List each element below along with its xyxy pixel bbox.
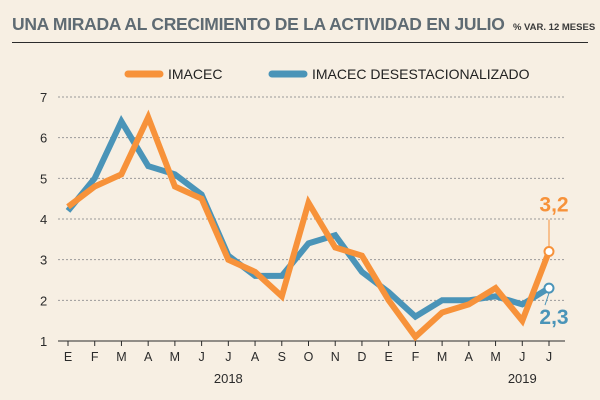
x-axis: E F M A M J J A S O N D E F M A M J J 2018 2019 bbox=[64, 341, 552, 386]
x-tick-label: M bbox=[437, 350, 447, 364]
chart-title-row: UNA MIRADA AL CRECIMIENTO DE LA ACTIVIDA… bbox=[12, 14, 596, 35]
callout-leader bbox=[544, 292, 550, 306]
gridlines bbox=[58, 96, 565, 342]
legend: IMACEC IMACEC DESESTACIONALIZADO bbox=[124, 66, 530, 82]
end-point-marker bbox=[543, 246, 555, 258]
x-tick-label: F bbox=[91, 350, 99, 364]
x-tick-label: O bbox=[304, 350, 314, 364]
x-tick-label: J bbox=[546, 350, 552, 364]
x-tick-label: J bbox=[519, 350, 525, 364]
x-tick-label: J bbox=[198, 350, 204, 364]
end-value-label: 2,3 bbox=[539, 306, 568, 329]
end-value-label: 3,2 bbox=[539, 194, 568, 217]
y-tick-label: 1 bbox=[40, 334, 47, 349]
series-line bbox=[66, 109, 552, 342]
x-tick-label: M bbox=[116, 350, 126, 364]
title-divider bbox=[12, 42, 588, 43]
x-tick-label: E bbox=[384, 350, 392, 364]
y-tick-label: 3 bbox=[40, 253, 47, 268]
x-tick-label: A bbox=[144, 350, 153, 364]
y-tick-label: 5 bbox=[40, 171, 47, 186]
x-tick-label: S bbox=[278, 350, 286, 364]
year-label: 2018 bbox=[214, 371, 243, 386]
x-tick-label: M bbox=[170, 350, 180, 364]
y-tick-label: 6 bbox=[40, 131, 47, 146]
x-tick-label: M bbox=[490, 350, 500, 364]
x-tick-label: A bbox=[465, 350, 474, 364]
x-tick-label: J bbox=[225, 350, 231, 364]
x-tick-label: E bbox=[64, 350, 72, 364]
y-tick-label: 2 bbox=[40, 293, 47, 308]
x-tick-label: F bbox=[412, 350, 420, 364]
series-line bbox=[65, 115, 551, 321]
legend-label: IMACEC DESESTACIONALIZADO bbox=[312, 66, 530, 82]
end-point-marker bbox=[543, 282, 555, 294]
x-tick-label: A bbox=[251, 350, 260, 364]
legend-label: IMACEC bbox=[168, 66, 222, 82]
chart-subtitle: % VAR. 12 MESES bbox=[512, 22, 596, 33]
chart-title: UNA MIRADA AL CRECIMIENTO DE LA ACTIVIDA… bbox=[12, 14, 505, 34]
x-tick-label: D bbox=[357, 350, 366, 364]
y-tick-label: 7 bbox=[40, 90, 47, 105]
x-tick-label: N bbox=[331, 350, 340, 364]
y-tick-label: 4 bbox=[40, 212, 47, 227]
year-label: 2019 bbox=[508, 371, 537, 386]
